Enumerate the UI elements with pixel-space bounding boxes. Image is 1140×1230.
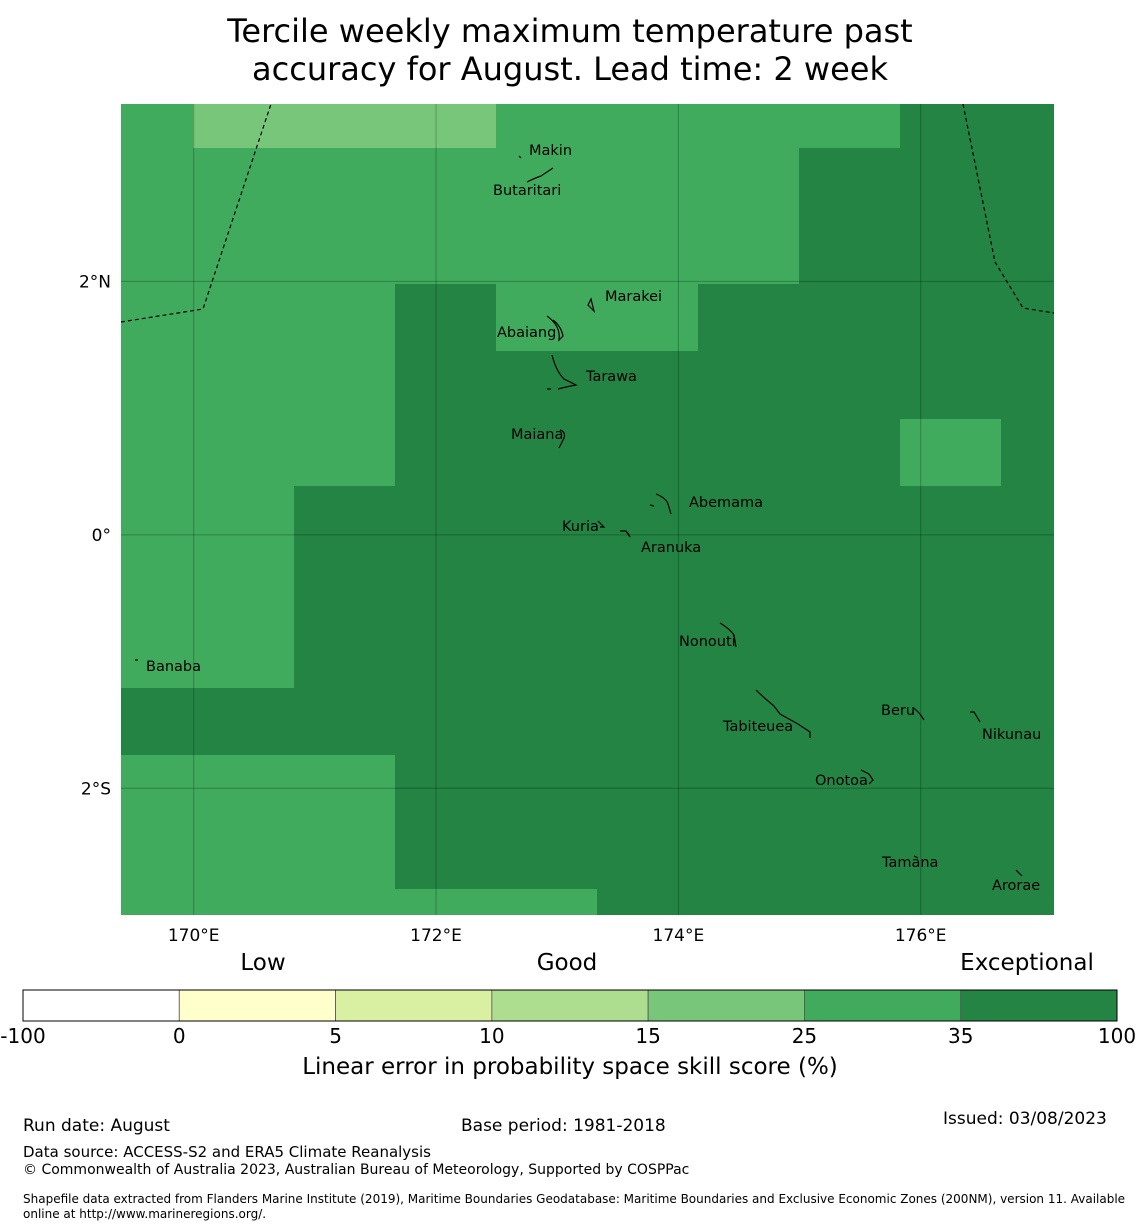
lat-tick-label: 2°N (79, 272, 111, 292)
island-label: Arorae (992, 878, 1040, 894)
colorbar-bin (178, 989, 336, 1022)
colorbar-tick-label: 100 (1097, 1024, 1137, 1048)
island-outlines (135, 155, 1023, 877)
island-label: Abaiang (497, 325, 556, 341)
colorbar-bin (335, 989, 493, 1022)
island-label: Butaritari (493, 183, 561, 199)
island-label: Onotoa (815, 773, 868, 789)
colorbar-bin (804, 989, 962, 1022)
island-label: Maiana (511, 427, 563, 443)
colorbar-bin (491, 989, 649, 1022)
island-label: Tabiteuea (722, 719, 793, 735)
colorbar-tick-label: -100 (0, 1024, 46, 1048)
skill-cell (121, 284, 395, 486)
skill-cell (496, 284, 698, 351)
colorbar-category-label: Good (536, 950, 598, 976)
colorbar-category-label: Exceptional (960, 950, 1094, 976)
lon-tick-label: 172°E (410, 926, 462, 946)
island-label: Marakei (605, 289, 662, 305)
island-label: Abemama (689, 495, 763, 511)
island-label: Beru (881, 703, 915, 719)
island-label: Tamana (881, 855, 938, 871)
lon-tick-label: 176°E (895, 926, 947, 946)
data-source: Data source: ACCESS-S2 and ERA5 Climate … (23, 1143, 431, 1161)
skill-grid-cells (121, 104, 1054, 915)
island-label: Nonouti (679, 634, 736, 650)
skill-cell (121, 755, 395, 915)
skill-cell (395, 889, 597, 915)
graticule (121, 104, 1054, 915)
island-labels: Makin Butaritari Marakei Abaiang Tarawa Maian… (146, 143, 1041, 894)
skill-cell (193, 104, 496, 148)
shapefile-credit: Shapefile data extracted from Flanders M… (23, 1192, 1126, 1221)
colorbar-tick-label: 5 (329, 1024, 342, 1048)
colorbar-tick-label: 0 (172, 1024, 186, 1048)
island-label: Aranuka (641, 540, 701, 556)
axis-tick-labels: 170°E 172°E 174°E 176°E 2°N 0° 2°S (79, 272, 947, 946)
island-label: Nikunau (982, 727, 1041, 743)
colorbar-tick-label: 25 (791, 1024, 818, 1048)
colorbar-label: Linear error in probability space skill … (302, 1054, 838, 1080)
colorbar (22, 989, 1118, 1022)
eez-boundary (120, 103, 1055, 323)
run-date: Run date: August (23, 1116, 170, 1136)
colorbar-category-label: Low (240, 950, 286, 976)
issued-date: Issued: 03/08/2023 (943, 1109, 1107, 1129)
skill-cell (121, 148, 799, 284)
colorbar-tick-label: 10 (479, 1024, 505, 1048)
copyright: © Commonwealth of Australia 2023, Austra… (23, 1162, 690, 1178)
skill-cell (121, 486, 294, 688)
lat-tick-label: 0° (92, 526, 111, 546)
colorbar-bin (960, 989, 1118, 1022)
colorbar-tick-label: 15 (635, 1024, 661, 1048)
colorbar-bin (22, 989, 180, 1022)
colorbar-bin (647, 989, 805, 1022)
lon-tick-label: 170°E (168, 926, 220, 946)
map-title-line-1: Tercile weekly maximum temperature past (227, 12, 913, 50)
base-period: Base period: 1981-2018 (461, 1116, 666, 1136)
map-title-line-2: accuracy for August. Lead time: 2 week (252, 50, 888, 88)
island-label: Makin (529, 143, 572, 159)
island-label: Banaba (146, 659, 201, 675)
lon-tick-label: 174°E (653, 926, 705, 946)
island-label: Tarawa (585, 369, 637, 385)
island-label: Kuria (562, 519, 599, 535)
colorbar-tick-label: 35 (947, 1024, 974, 1048)
colorbar-frame (22, 989, 1118, 1022)
lat-tick-label: 2°S (81, 779, 111, 799)
skill-cell (900, 419, 1001, 486)
